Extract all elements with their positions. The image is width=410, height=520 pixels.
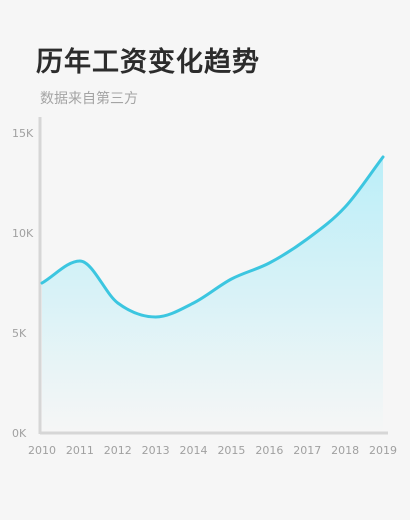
x-tick-label: 2012 xyxy=(104,444,132,457)
data-point xyxy=(154,316,157,319)
data-point xyxy=(192,302,195,305)
data-point xyxy=(116,302,119,305)
y-tick-label: 5K xyxy=(12,327,27,340)
x-tick-label: 2018 xyxy=(331,444,359,457)
x-tick-label: 2011 xyxy=(66,444,94,457)
data-point xyxy=(230,278,233,281)
series-line xyxy=(40,155,385,319)
series-area xyxy=(42,157,383,433)
data-point xyxy=(268,262,271,265)
x-tick-label: 2015 xyxy=(217,444,245,457)
chart-subtitle: 数据来自第三方 xyxy=(40,91,138,107)
data-point xyxy=(382,156,385,159)
data-point xyxy=(41,282,44,285)
y-tick-label: 0K xyxy=(12,427,27,440)
x-tick-label: 2010 xyxy=(28,444,56,457)
data-point xyxy=(344,206,347,209)
x-tick-label: 2016 xyxy=(255,444,283,457)
data-point xyxy=(78,260,81,263)
y-tick-label: 15K xyxy=(12,127,34,140)
x-tick-label: 2014 xyxy=(180,444,208,457)
x-tick-label: 2013 xyxy=(142,444,170,457)
x-tick-label: 2017 xyxy=(293,444,321,457)
chart-title: 历年工资变化趋势 xyxy=(36,47,260,78)
data-point xyxy=(306,238,309,241)
y-tick-label: 10K xyxy=(12,227,34,240)
x-tick-label: 2019 xyxy=(369,444,397,457)
